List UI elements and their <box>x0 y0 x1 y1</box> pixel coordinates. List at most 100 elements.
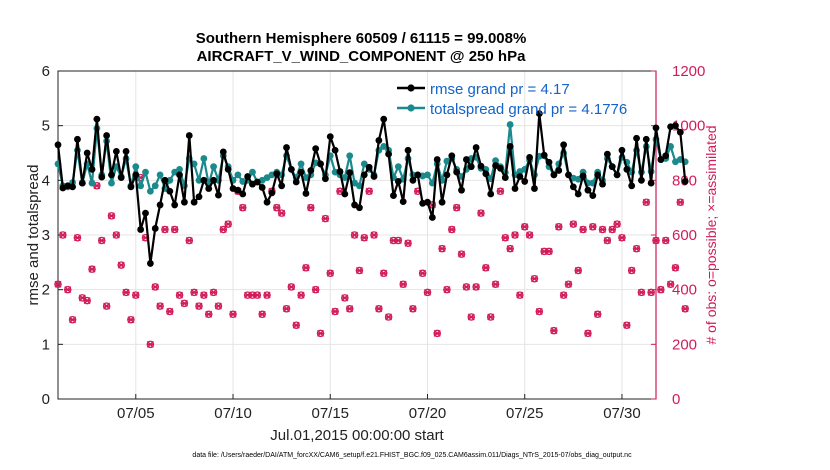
obs-count-marker <box>219 225 228 234</box>
rmse-point <box>200 176 208 184</box>
rmse-point <box>132 171 140 179</box>
obs-count-marker <box>569 220 578 228</box>
obs-count-marker <box>676 198 685 206</box>
obs-count-marker <box>331 307 339 316</box>
rmse-point <box>219 148 227 156</box>
rmse-point <box>69 183 76 191</box>
rmse-point <box>331 146 339 154</box>
footnote: data file: /Users/raeder/DAI/ATM_forcXX/… <box>192 452 632 459</box>
obs-count-marker <box>253 291 262 299</box>
rmse-point <box>467 163 475 171</box>
obs-count-marker <box>341 294 349 302</box>
obs-count-marker <box>161 225 169 234</box>
rmse-point <box>453 168 461 176</box>
obs-count-marker <box>180 299 189 308</box>
rmse-point <box>409 176 417 184</box>
x-axis-label: Jul.01,2015 00:00:00 start <box>270 427 444 444</box>
rmse-point <box>672 122 679 130</box>
rmse-point <box>676 128 684 136</box>
totalspread-point <box>132 163 140 171</box>
obs-count-marker <box>627 266 636 275</box>
obs-count-marker <box>73 233 82 242</box>
obs-count-marker <box>632 244 641 253</box>
obs-count-marker <box>132 291 140 299</box>
obs-count-marker <box>555 223 563 231</box>
obs-count-marker <box>83 296 91 305</box>
obs-count-marker <box>589 223 597 231</box>
obs-count-marker <box>379 269 388 278</box>
obs-count-marker <box>59 231 67 239</box>
obs-count-marker <box>564 280 573 288</box>
obs-count-marker <box>122 288 130 297</box>
totalspread-point <box>297 160 305 168</box>
rmse-point <box>633 134 640 142</box>
obs-count-marker <box>661 236 670 245</box>
rmse-point <box>185 132 193 139</box>
obs-count-marker <box>175 291 184 299</box>
obs-count-marker <box>491 280 500 288</box>
obs-count-marker <box>185 236 194 245</box>
rmse-point <box>297 168 305 176</box>
obs-count-marker <box>321 214 330 223</box>
obs-count-marker <box>326 269 335 278</box>
rmse-point <box>399 198 407 206</box>
rmse-point <box>603 150 611 158</box>
x-tick-label: 07/25 <box>506 405 544 422</box>
rmse-point <box>142 209 149 217</box>
rmse-point <box>662 152 670 160</box>
rmse-point <box>428 214 436 221</box>
obs-count-marker <box>277 209 286 217</box>
left-tick-label: 6 <box>42 63 50 80</box>
rmse-point <box>647 179 655 187</box>
rmse-point <box>599 180 606 188</box>
rmse-point <box>317 160 324 168</box>
obs-count-marker <box>54 280 62 288</box>
totalspread-point <box>667 143 674 150</box>
rmse-point <box>394 178 402 185</box>
right-axis-ticks: 020040060080010001200 <box>651 63 705 408</box>
rmse-point <box>181 198 188 206</box>
rmse-point <box>108 171 115 179</box>
rmse-point <box>477 162 485 170</box>
obs-count-marker <box>297 291 305 299</box>
totalspread-point <box>108 179 115 187</box>
x-tick-label: 07/10 <box>214 405 252 422</box>
rmse-point <box>404 146 412 154</box>
rmse-point <box>287 166 295 173</box>
left-tick-label: 1 <box>42 336 50 353</box>
obs-count-marker <box>482 264 490 272</box>
obs-count-marker <box>273 203 281 212</box>
legend-rmse-marker <box>407 84 415 92</box>
rmse-point <box>521 178 529 185</box>
left-tick-label: 0 <box>42 391 50 408</box>
obs-count-marker <box>418 269 427 278</box>
obs-count-marker <box>409 305 417 313</box>
obs-count-marker <box>151 283 159 291</box>
obs-count-marker <box>623 321 631 329</box>
obs-count-marker <box>559 291 568 299</box>
obs-count-marker <box>666 280 675 288</box>
rmse-point <box>657 156 665 163</box>
rmse-point <box>283 144 290 151</box>
obs-count-marker <box>613 220 621 228</box>
rmse-point <box>83 149 91 157</box>
rmse-point <box>642 135 650 143</box>
rmse-point <box>239 190 247 198</box>
totalspread-point <box>151 182 159 190</box>
rmse-point <box>112 147 120 155</box>
totalspread-point <box>506 121 514 128</box>
left-tick-label: 4 <box>42 172 50 189</box>
obs-count-marker <box>68 315 77 324</box>
rmse-point <box>151 225 159 232</box>
rmse-point <box>98 173 106 181</box>
obs-count-marker <box>579 225 587 234</box>
obs-count-marker <box>477 209 485 217</box>
left-tick-label: 5 <box>42 118 50 135</box>
obs-count-marker <box>316 329 325 338</box>
obs-count-marker <box>370 231 378 239</box>
rmse-point <box>623 166 631 173</box>
rmse-point <box>278 182 286 190</box>
rmse-point <box>482 170 490 178</box>
obs-count-marker <box>681 305 689 313</box>
rmse-point <box>375 137 383 144</box>
